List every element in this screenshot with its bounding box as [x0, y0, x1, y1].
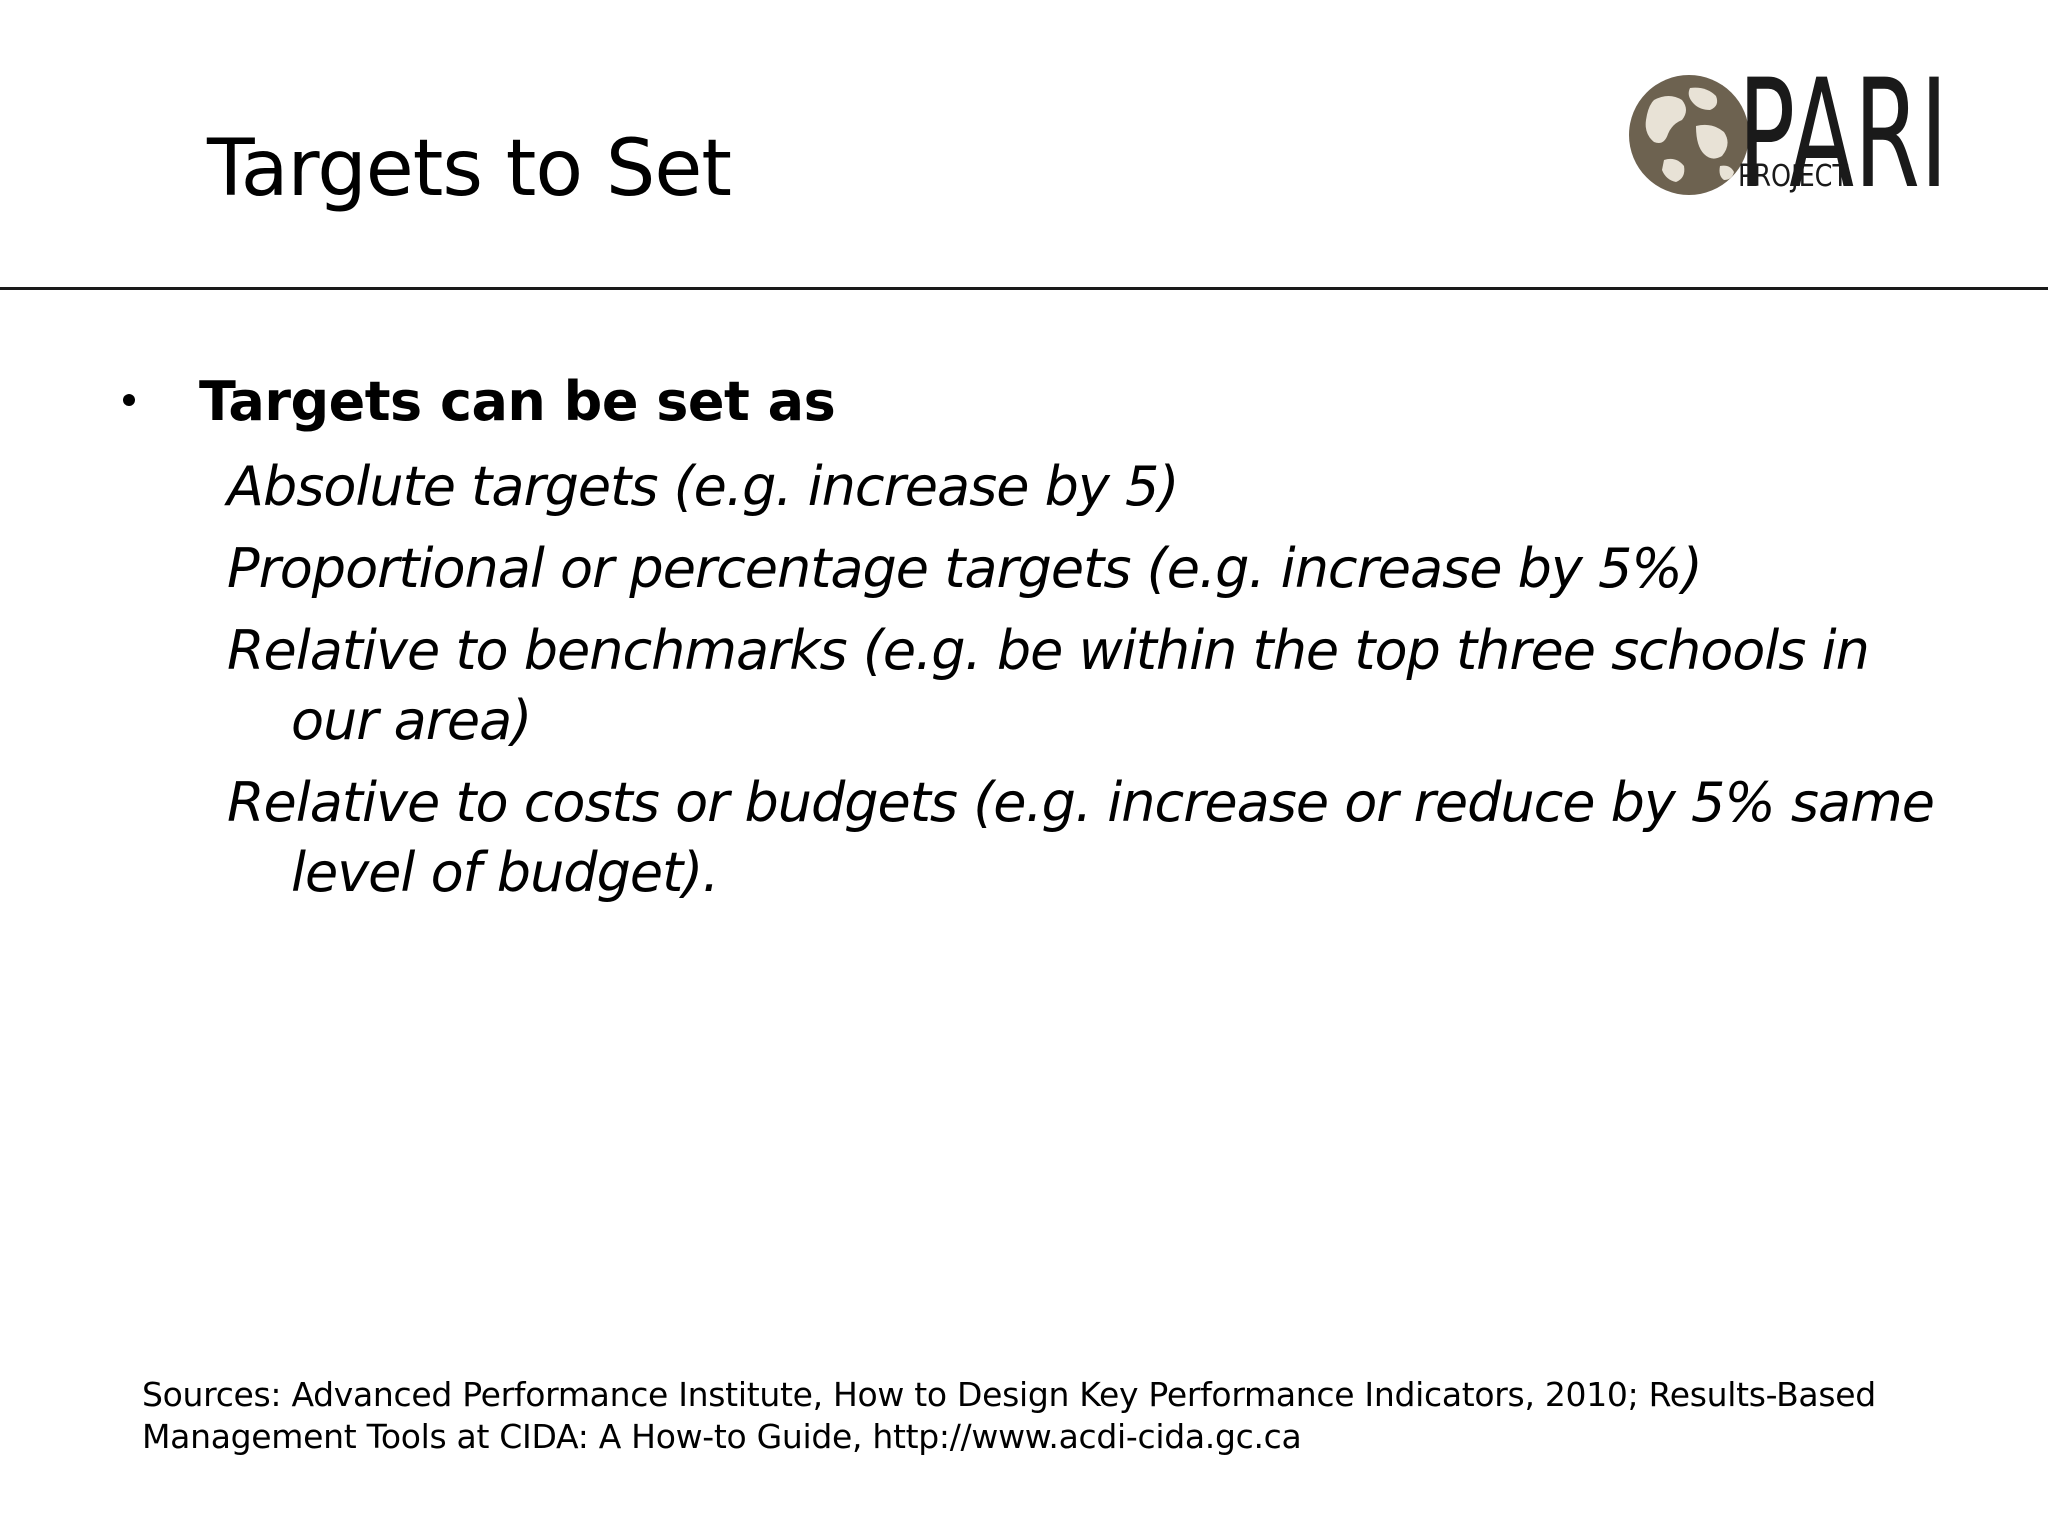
list-item: Proportional or percentage targets (e.g.… — [227, 537, 1703, 600]
title-divider — [0, 287, 2048, 290]
list-item: Relative to costs or budgets (e.g. incre… — [227, 771, 1935, 904]
bullet-dot-icon — [123, 394, 135, 406]
list-item: Relative to benchmarks (e.g. be within t… — [227, 619, 1870, 752]
pari-wordmark: PARI PROJECT — [1738, 62, 1948, 202]
wordmark-project: PROJECT — [1738, 159, 1849, 194]
globe-icon — [1629, 75, 1749, 195]
sources-footnote: Sources: Advanced Performance Institute,… — [142, 1375, 1876, 1456]
sub-list: Absolute targets (e.g. increase by 5) Pr… — [227, 452, 1967, 920]
slide-title: Targets to Set — [207, 124, 732, 214]
pari-project-logo: PARI PROJECT — [1624, 62, 1954, 202]
wordmark-pari: PARI — [1738, 62, 1948, 202]
bullet-heading: Targets can be set as — [199, 370, 836, 433]
list-item: Absolute targets (e.g. increase by 5) — [227, 455, 1179, 518]
